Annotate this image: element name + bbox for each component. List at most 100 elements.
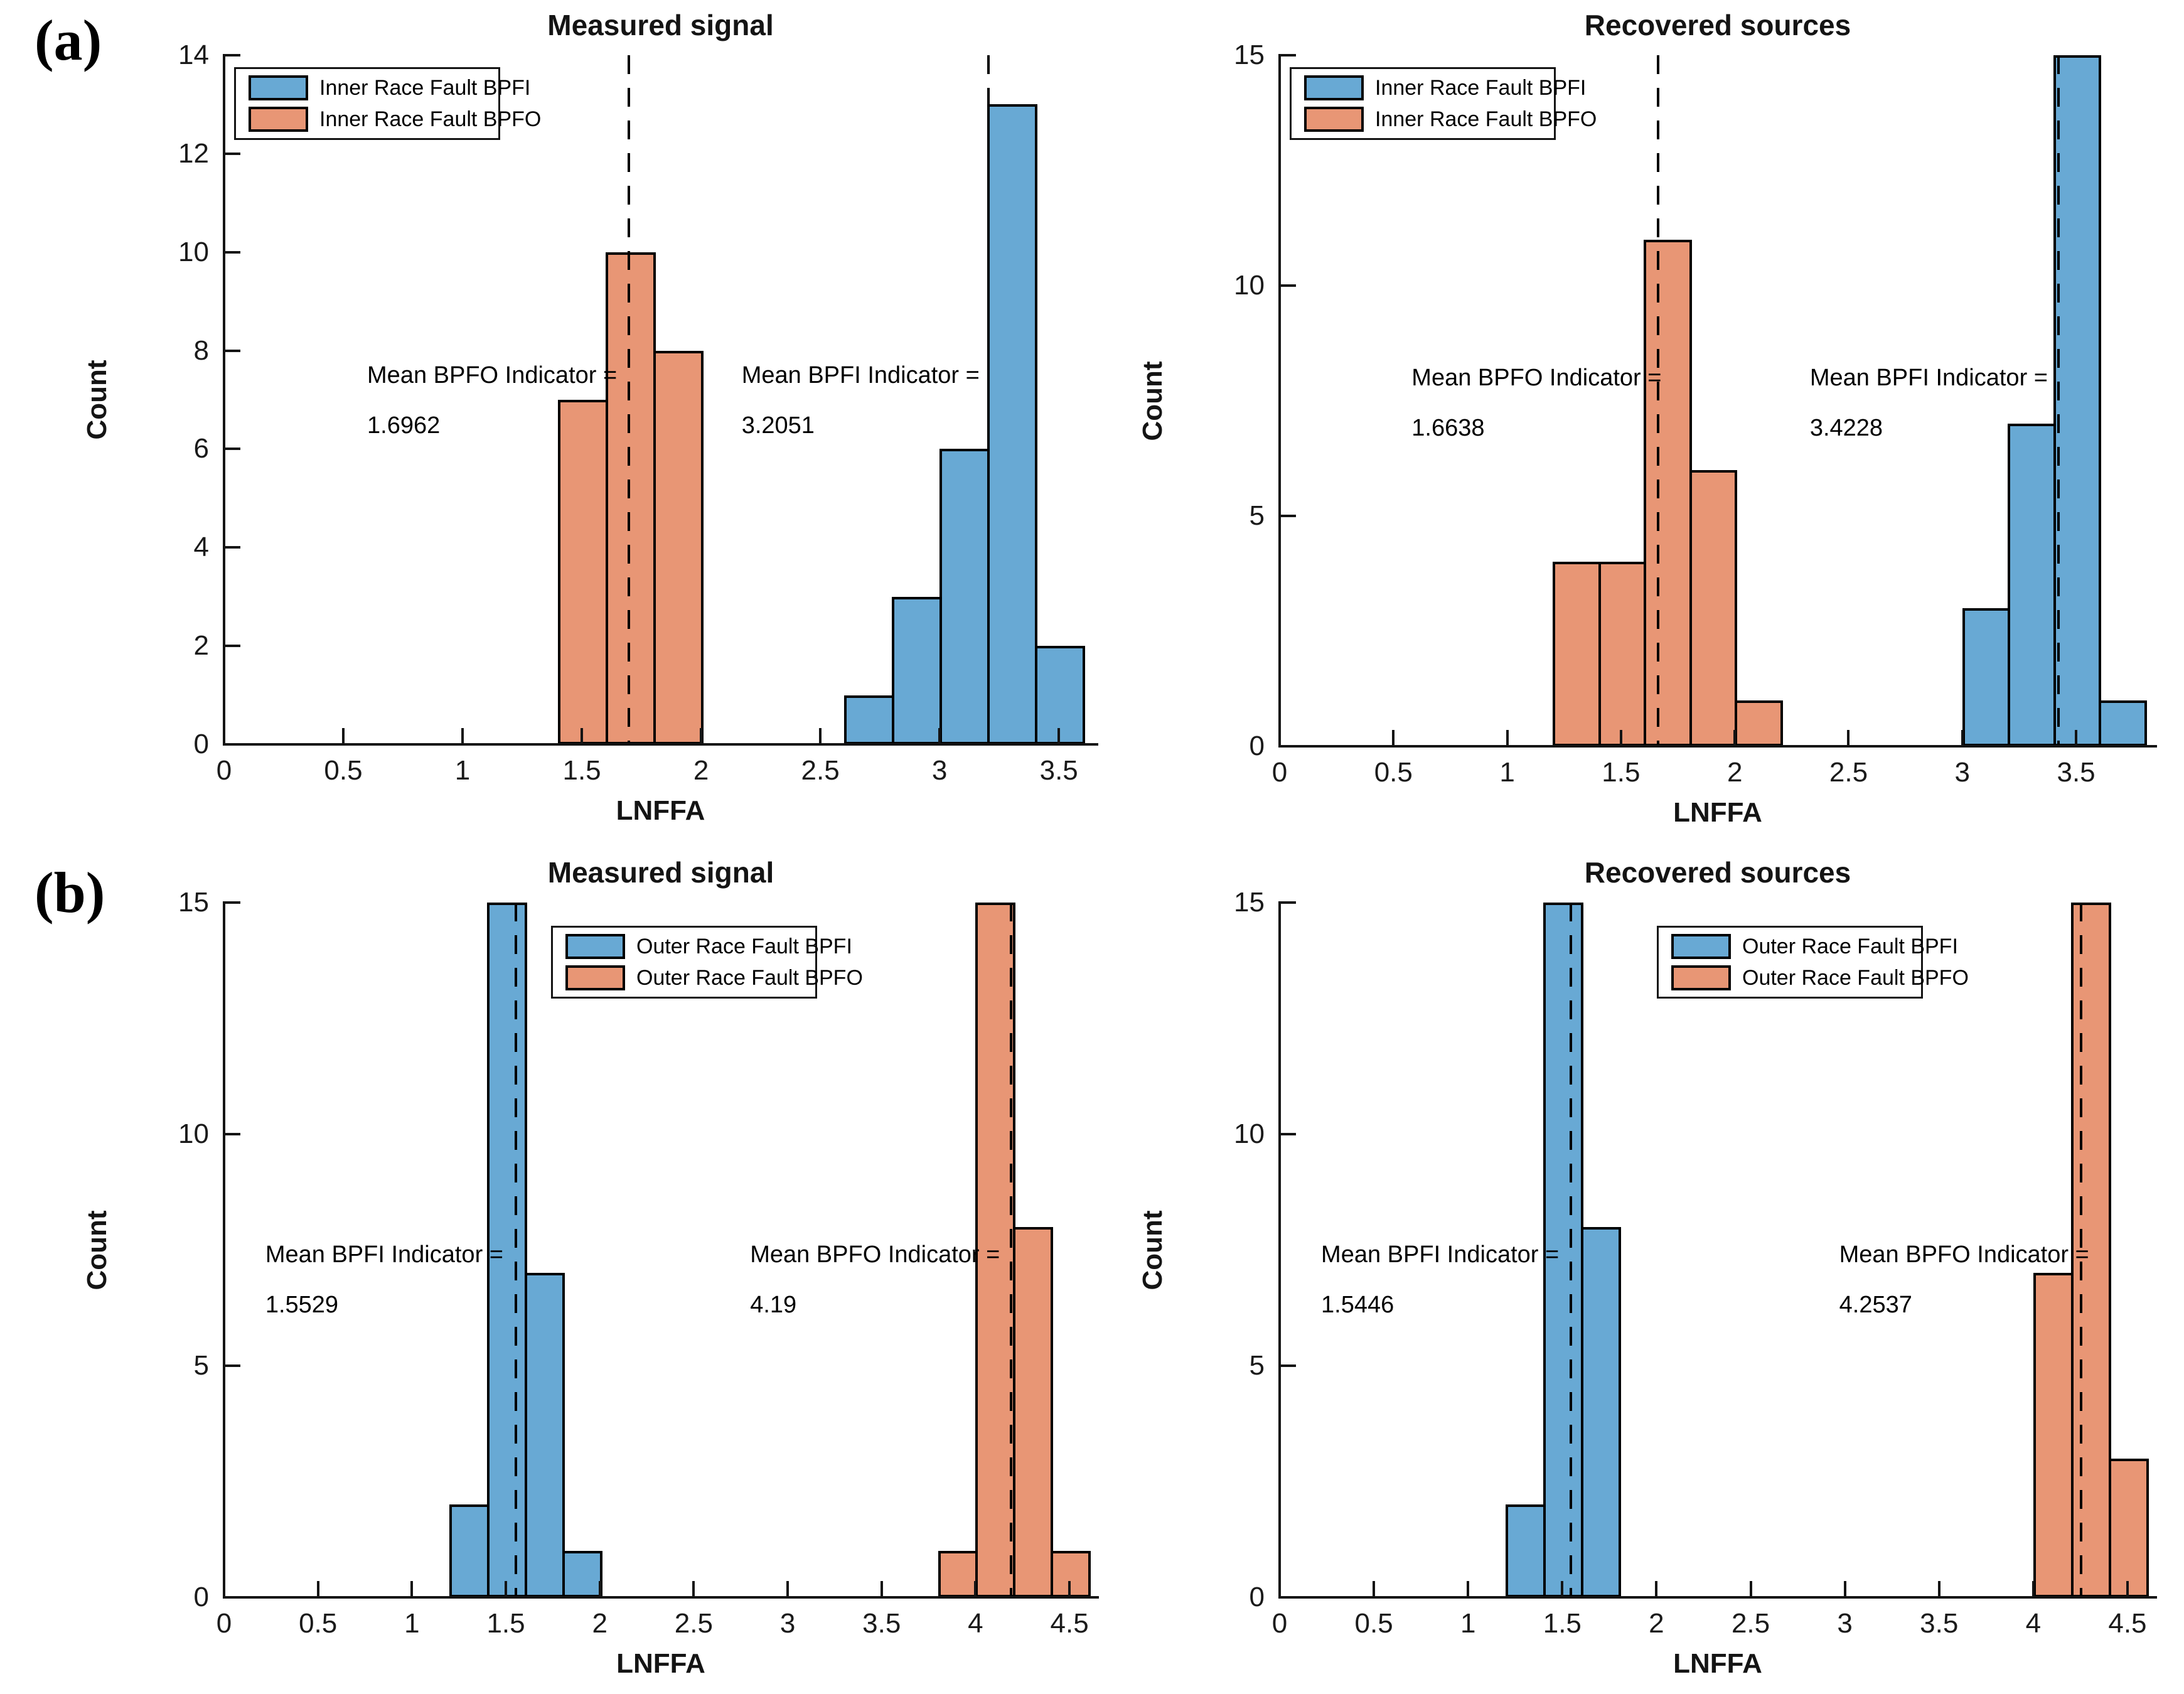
x-tick-mark <box>786 1581 790 1596</box>
annotation-value-line: 3.2051 <box>741 412 815 439</box>
mean-annotation: Mean BPFO Indicator = 1.6638 <box>1411 353 1851 453</box>
x-tick-mark <box>1278 1581 1281 1596</box>
y-tick-label: 4 <box>193 532 209 563</box>
y-tick-label: 5 <box>1249 500 1265 531</box>
x-tick-mark <box>342 728 345 743</box>
legend-swatch-icon <box>1671 933 1731 959</box>
x-tick-label: 4.5 <box>2108 1608 2147 1639</box>
x-tick-mark <box>1937 1581 1940 1596</box>
y-tick-label: 10 <box>1234 270 1265 301</box>
legend-box: Outer Race Fault BPFI Outer Race Fault BP… <box>1657 926 1969 999</box>
mean-dashed-line <box>1657 55 1660 746</box>
annotation-label-line: Mean BPFO Indicator = <box>1839 1241 2089 1268</box>
x-tick-mark <box>1655 1581 1658 1596</box>
y-axis-label: Count <box>1137 1209 1168 1290</box>
histogram-bar <box>1581 1226 1622 1597</box>
legend-box: Inner Race Fault BPFI Inner Race Fault BP… <box>1290 67 1597 140</box>
y-tick-mark <box>225 349 240 352</box>
x-tick-mark <box>1619 730 1622 745</box>
y-tick-label: 0 <box>193 729 209 759</box>
mean-dashed-line <box>2080 903 2083 1597</box>
x-tick-mark <box>316 1581 319 1596</box>
histogram-bar <box>1553 562 1601 746</box>
x-tick-label: 0.5 <box>1354 1608 1393 1639</box>
x-tick-label: 1 <box>404 1608 420 1639</box>
x-tick-label: 3 <box>1837 1608 1853 1639</box>
y-tick-mark <box>225 1364 240 1367</box>
annotation-label-line: Mean BPFI Indicator = <box>741 362 980 389</box>
x-tick-mark <box>700 728 703 743</box>
x-tick-label: 2 <box>693 755 709 786</box>
x-axis-label: LNFFA <box>1673 1648 1762 1679</box>
x-tick-mark <box>1467 1581 1470 1596</box>
legend-swatch-icon <box>1304 75 1364 100</box>
legend-item-label: Outer Race Fault BPFO <box>636 966 863 990</box>
y-tick-label: 15 <box>1234 887 1265 918</box>
x-tick-label: 1.5 <box>562 755 601 786</box>
x-tick-mark <box>692 1581 695 1596</box>
mean-dashed-line <box>2057 55 2060 746</box>
histogram-bar <box>1644 239 1692 746</box>
x-tick-label: 3 <box>931 755 948 786</box>
histogram-bar <box>938 1551 978 1597</box>
mean-dashed-line <box>514 903 517 1597</box>
x-tick-mark <box>938 728 941 743</box>
y-tick-label: 15 <box>178 887 209 918</box>
y-axis-line <box>223 54 225 746</box>
x-tick-label: 0 <box>216 755 232 786</box>
y-tick-mark <box>225 152 240 155</box>
histogram-bar <box>562 1551 602 1597</box>
legend-item: Inner Race Fault BPFO <box>249 106 541 132</box>
x-tick-label: 2.5 <box>801 755 840 786</box>
mean-dashed-line <box>627 55 630 744</box>
x-tick-label: 2.5 <box>1829 757 1868 788</box>
histogram-bar <box>1689 469 1738 746</box>
legend-item: Outer Race Fault BPFO <box>1671 965 1969 991</box>
legend-swatch-icon <box>1304 107 1364 132</box>
x-tick-label: 1 <box>1460 1608 1476 1639</box>
x-tick-mark <box>1392 730 1395 745</box>
x-tick-label: 1 <box>454 755 471 786</box>
x-tick-mark <box>223 1581 225 1596</box>
y-axis-line <box>223 901 225 1599</box>
histogram-bar <box>653 350 704 744</box>
x-tick-mark <box>1506 730 1509 745</box>
legend-swatch-icon <box>1671 965 1731 991</box>
y-tick-label: 0 <box>193 1582 209 1612</box>
mean-annotation: Mean BPFI Indicator = 3.2051 <box>742 350 1181 451</box>
y-tick-mark <box>1281 745 1296 748</box>
y-tick-mark <box>225 743 240 746</box>
y-tick-label: 0 <box>1249 1582 1265 1612</box>
chart-title: Measured signal <box>547 856 774 889</box>
y-tick-mark <box>225 250 240 254</box>
chart-title: Measured signal <box>547 9 774 41</box>
legend-swatch-icon <box>249 75 308 100</box>
x-tick-label: 0.5 <box>1374 757 1413 788</box>
y-tick-mark <box>225 1596 240 1599</box>
annotation-value-line: 4.2537 <box>1839 1291 1912 1318</box>
y-axis-label: Count <box>82 1209 112 1290</box>
y-axis-label: Count <box>1137 360 1168 441</box>
legend-box: Inner Race Fault BPFI Inner Race Fault BP… <box>234 67 541 140</box>
y-tick-mark <box>1281 54 1296 56</box>
panel-label-a: (a) <box>35 8 102 72</box>
x-tick-label: 3 <box>779 1608 796 1639</box>
x-axis-line <box>223 1596 1099 1599</box>
y-tick-label: 6 <box>193 433 209 464</box>
x-tick-mark <box>1847 730 1850 745</box>
legend-item: Outer Race Fault BPFI <box>1671 933 1958 960</box>
y-tick-label: 0 <box>1249 731 1265 761</box>
x-tick-label: 2 <box>592 1608 608 1639</box>
legend-item: Outer Race Fault BPFI <box>565 933 852 960</box>
mean-annotation: Mean BPFI Indicator = 1.5529 <box>265 1230 705 1330</box>
x-tick-label: 2.5 <box>1731 1608 1770 1639</box>
histogram-bar <box>1598 562 1647 746</box>
histogram-bar <box>1506 1504 1546 1597</box>
x-tick-mark <box>1749 1581 1752 1596</box>
mean-dashed-line <box>987 55 990 744</box>
mean-annotation: Mean BPFO Indicator = 4.19 <box>750 1230 1189 1330</box>
x-tick-label: 3.5 <box>1039 755 1078 786</box>
legend-swatch-icon <box>249 107 308 132</box>
x-tick-label: 3.5 <box>2057 757 2096 788</box>
